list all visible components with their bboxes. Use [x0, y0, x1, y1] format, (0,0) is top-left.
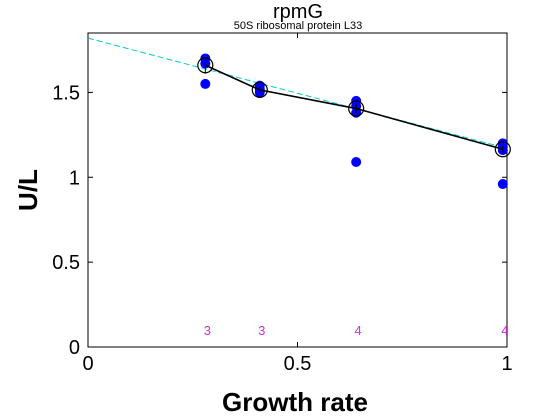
y-axis-label: U/L [13, 169, 43, 211]
x-tick-label: 1 [501, 353, 512, 375]
mean-marker [348, 100, 365, 117]
y-tick-label: 0.5 [52, 252, 80, 274]
y-tick-label: 0 [69, 337, 80, 359]
fit-line-layer [87, 37, 508, 149]
fit-line [87, 37, 508, 149]
data-point [351, 156, 362, 167]
plot-area [87, 32, 508, 348]
sample-count-label: 3 [204, 323, 211, 338]
sample-count-label: 4 [355, 323, 362, 338]
mean-markers-layer [197, 56, 511, 158]
sample-count-layer: 3 3 4 4 [204, 323, 509, 338]
x-tick-label: 0 [82, 353, 93, 375]
mean-marker [197, 57, 214, 74]
y-axis: 0 0.5 1 1.5 [52, 82, 507, 359]
x-tick-label: 0.5 [284, 353, 312, 375]
data-point [200, 78, 211, 89]
data-points-layer [200, 53, 508, 190]
sample-count-label: 3 [258, 323, 265, 338]
chart-title: rpmG [273, 1, 323, 23]
x-axis-label: Growth rate [222, 387, 368, 417]
x-axis: 0 0.5 1 [82, 33, 513, 375]
sample-count-label: 4 [501, 323, 508, 338]
mean-marker [251, 81, 268, 98]
mean-line [204, 64, 504, 151]
chart-subtitle: 50S ribosomal protein L33 [234, 20, 362, 32]
y-tick-label: 1.5 [52, 82, 80, 104]
data-point [497, 179, 508, 190]
y-tick-label: 1 [69, 167, 80, 189]
mean-marker [494, 141, 511, 158]
